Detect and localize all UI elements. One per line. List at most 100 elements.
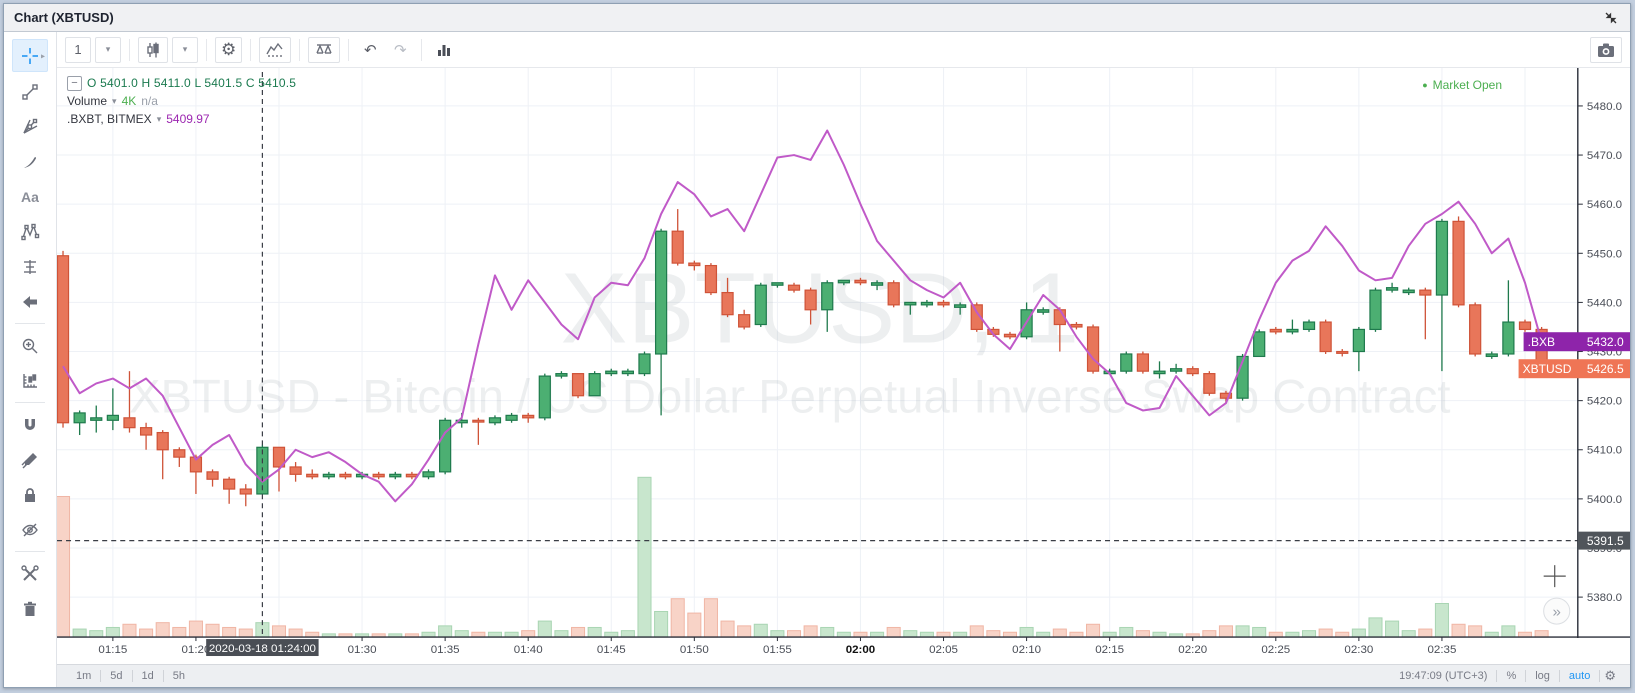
price-tick-label: 5480.0 [1587,101,1622,113]
index-price-tag-bg [1523,332,1630,352]
collapse-legend-icon[interactable]: − [67,75,82,91]
range-5h-button[interactable]: 5h [172,670,186,682]
time-tick-label: 02:10 [1012,644,1041,656]
volume-bar [1135,630,1150,638]
tool-trend-line[interactable] [13,76,47,107]
time-tick-label: 02:05 [929,644,958,656]
volume-value: 4K [121,94,137,108]
chart-area[interactable]: XBTUSD, 1 XBTUSD - Bitcoin / US Dollar Pe… [57,68,1630,664]
scroll-more-button-bg [1543,597,1571,625]
volume-bar [1019,626,1034,638]
tool-magnet[interactable] [13,409,47,440]
tool-zoom-in[interactable] [13,330,47,361]
chevron-down-icon[interactable]: ▾ [112,95,117,106]
compare-symbol-button[interactable] [308,36,341,63]
candle-body [1253,331,1266,358]
volume-bar [969,625,984,638]
price-tick-label: 5470.0 [1587,150,1622,162]
candle-body [1369,289,1382,331]
range-1d-button[interactable]: 1d [141,670,154,682]
volume-bar [820,626,835,638]
toolbar-separator [100,670,102,682]
volume-bar [620,630,635,638]
tool-crosshair[interactable]: ▸ [12,39,48,72]
candle-body [787,284,801,291]
volume-bar [1069,631,1084,638]
tool-hide-all[interactable] [13,514,47,545]
interval-button[interactable]: 1 [65,36,91,63]
zoom-in-icon [22,338,38,353]
time-tick-label: 01:15 [98,644,127,656]
candle-body [173,449,186,458]
volume-bar [57,495,71,638]
last-price-tag-value: 5426.5 [1587,362,1624,376]
market-status: ● Market Open [1422,78,1502,92]
tool-gann-fan[interactable] [13,111,47,142]
tool-measure[interactable] [13,365,47,396]
collapse-window-icon[interactable] [1602,9,1620,27]
insert-indicator-button[interactable] [259,36,292,63]
chart-style-button[interactable] [138,36,168,63]
scroll-more-button[interactable]: » [1543,597,1571,625]
price-tick-label: 5440.0 [1587,297,1622,309]
tool-xabcd-pattern[interactable] [13,216,47,247]
interval-dropdown-button[interactable]: ▾ [95,36,121,63]
range-5d-button[interactable]: 5d [110,670,123,682]
time-tick-label: 02:35 [1428,644,1457,656]
snapshot-button[interactable] [1590,36,1622,63]
candle-body [123,417,136,429]
candle-body [422,471,435,478]
gear-icon: ⚙ [221,39,237,60]
log-scale-button[interactable]: log [1535,670,1550,682]
candle-body [1518,321,1532,331]
auto-scale-button[interactable]: auto [1568,670,1591,682]
time-axis[interactable]: 01:15 01:20 01:30 01:35 01:40 01:45 01:50 01:55… [98,637,1456,656]
volume-pane [57,476,1549,638]
percent-scale-button[interactable]: % [1506,670,1517,682]
candle-body [588,373,601,397]
index-price-tag: .BXB 5432.0 [1523,332,1630,352]
candle-body [322,473,335,478]
redo-icon: ↷ [393,40,407,59]
redo-button[interactable]: ↷ [387,36,414,63]
tool-text[interactable]: Aa [13,181,47,212]
chevron-down-icon[interactable]: ▾ [156,113,162,124]
index-price-tag-value: 5432.0 [1587,335,1624,349]
crosshair-time-tooltip-value: 2020-03-18 01:24:00 [209,643,316,655]
tool-lock-all[interactable] [13,479,47,510]
toolbar-separator [299,38,301,61]
price-axis[interactable]: 5480.0 5470.0 5460.0 5450.0 5440.0 5430.0 5420… [1577,101,1622,604]
volume-bar [1451,623,1466,638]
time-tick-label: 01:50 [680,644,709,656]
candle-body [1219,392,1233,399]
tool-brush[interactable] [13,146,47,177]
tool-remove-all[interactable] [13,593,47,624]
toolbar-separator [131,670,133,682]
crosshair-price-tag-value: 5391.5 [1587,534,1624,548]
volume-bar [1517,631,1533,638]
volume-bar [1468,625,1483,638]
volume-bar [936,631,951,638]
volume-bar [172,626,187,638]
interval-value: 1 [74,42,82,57]
scale-settings-gear-icon[interactable]: ⚙ [1604,668,1616,683]
undo-button[interactable]: ↶ [357,36,384,63]
tool-forecast[interactable] [13,251,47,282]
volume-bar [271,625,287,638]
volume-bar [222,626,237,638]
chart-properties-button[interactable]: ⚙ [215,36,243,63]
chart-style-dropdown-button[interactable]: ▾ [172,36,198,63]
bars-panel-icon [438,44,451,56]
range-1m-button[interactable]: 1m [76,670,92,682]
price-tick-label: 5460.0 [1587,199,1622,211]
tool-arrow-marker[interactable] [13,286,47,317]
tool-objects-tree[interactable] [13,558,47,589]
volume-bar [188,620,203,638]
panel-layout-button[interactable] [430,36,459,63]
index-value: 5409.97 [166,112,210,126]
last-price-tag-label: XBTUSD [1523,362,1572,376]
toolbar-separator [15,551,45,552]
tool-stay-drawing-mode[interactable] [13,444,47,475]
candle-body [970,304,983,331]
